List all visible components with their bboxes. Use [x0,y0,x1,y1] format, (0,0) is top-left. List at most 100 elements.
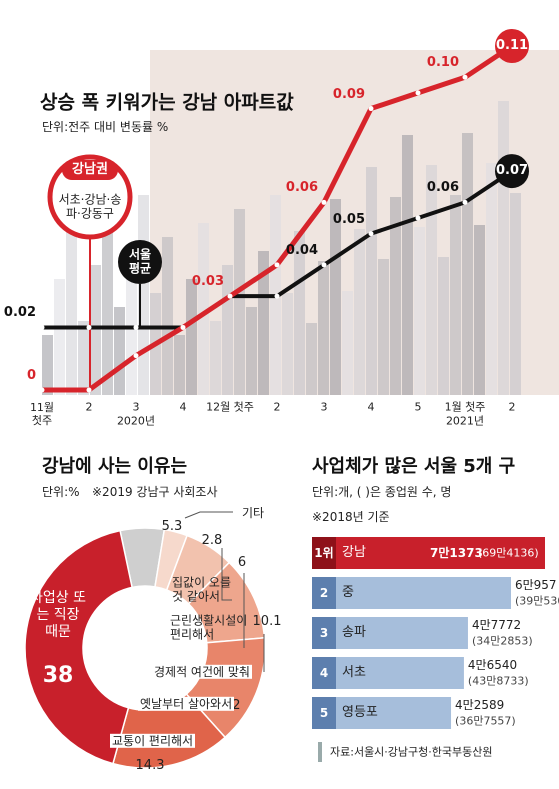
building [54,279,65,395]
x-tick-label: 1월 첫주 [444,400,486,414]
building [342,291,353,395]
building [66,223,77,395]
building [210,321,221,395]
point [86,387,92,393]
rank-box [312,617,336,649]
building [390,197,401,395]
end-marker [495,29,529,63]
point [368,231,374,237]
building [234,209,245,395]
building [78,321,89,395]
data-label: 5.3 [161,519,183,535]
category-label: 근린생활시설이 편리해서 [170,613,248,642]
x-tick-label: 11월 첫주 [29,400,55,427]
point [274,262,280,268]
legend-label: 강남권 [72,162,108,178]
data-label: 0.05 [332,211,365,227]
rank-box [312,537,336,569]
point [227,293,233,299]
chart-subtitle: 단위:% [42,484,80,499]
building [462,133,473,395]
data-label: 6 [237,555,247,571]
building [258,251,269,395]
chart-note: ※2018년 기준 [312,509,390,524]
rank-label: 4 [319,665,329,680]
building [102,209,113,395]
x-tick-label: 12월 첫주 [206,400,254,414]
building [174,335,185,395]
point [368,106,374,112]
data-label: 0.06 [285,180,318,196]
building [294,231,305,395]
building [90,265,101,395]
point [415,215,421,221]
building [402,135,413,395]
leader-line [184,511,233,519]
callout [118,240,162,284]
point [133,353,139,359]
data-label: 0.03 [191,274,224,290]
data-label: 4만2589 [455,697,505,712]
building [162,237,173,395]
period-label: 2020년 [116,414,156,428]
building [510,193,521,395]
data-label: 0.06 [426,180,459,196]
category-label: 집값이 오를 것 같아서 [172,575,232,604]
x-tick-label: 4 [179,400,187,414]
building [318,261,329,395]
data-label: 0 [26,368,36,384]
chart-title: 상승 폭 키워가는 강남 아파트값 [40,91,294,114]
data-label: 2.8 [201,533,223,549]
rank-label: 2 [319,585,329,600]
data-label: 0.09 [332,86,365,102]
point [321,262,327,268]
chart-title: 강남에 사는 이유는 [42,456,188,478]
category-label: 경제적 여건에 맞춰 [152,664,252,680]
x-tick-label: 3 [132,400,140,414]
callout-tag [62,160,118,180]
building [330,199,341,395]
category-label: 기타 [240,505,267,521]
chart-title: 사업체가 많은 서울 5개 구 [312,456,516,478]
chart-subtitle: 단위:전주 대비 변동률 % [42,119,169,134]
data-label: 38 [42,662,74,688]
data-label: 4만7772 [471,617,522,632]
building [486,163,497,395]
employee-label: (69만4136) [478,546,539,560]
bar [312,617,468,649]
data-label: 0.02 [3,305,36,321]
building [42,335,53,395]
data-label: 10.1 [252,614,282,630]
data-label: 0.10 [426,55,459,71]
building [366,167,377,395]
employee-label: (36만7557) [455,714,516,728]
data-label: 14.3 [135,758,165,774]
data-label: 0.07 [495,163,529,179]
employee-label: (34만2853) [471,634,533,648]
building [282,293,293,395]
x-tick-label: 2 [273,400,281,414]
x-tick-label: 3 [320,400,328,414]
building [498,101,509,395]
category-label: 교통이 편리해서 [110,733,196,749]
building [138,195,149,395]
category-label: 옛날부터 살아와서 [138,696,235,712]
source: 자료:서울시·강남구청·한국부동산원 [330,745,493,759]
point [462,199,468,205]
x-tick-label: 5 [414,400,422,414]
category-label: 사업상 또는 직장 때문 [30,589,86,640]
rank-label: 3 [319,625,329,640]
building [450,195,461,395]
building [474,225,485,395]
category-label: 영등포 [342,705,378,721]
building [114,307,125,395]
data-label: 0.11 [495,38,529,54]
building [426,165,437,395]
donut-segment [24,529,133,765]
data-label: 6만957 [514,577,557,592]
bar [312,657,464,689]
end-marker [495,154,529,189]
point [86,324,92,330]
